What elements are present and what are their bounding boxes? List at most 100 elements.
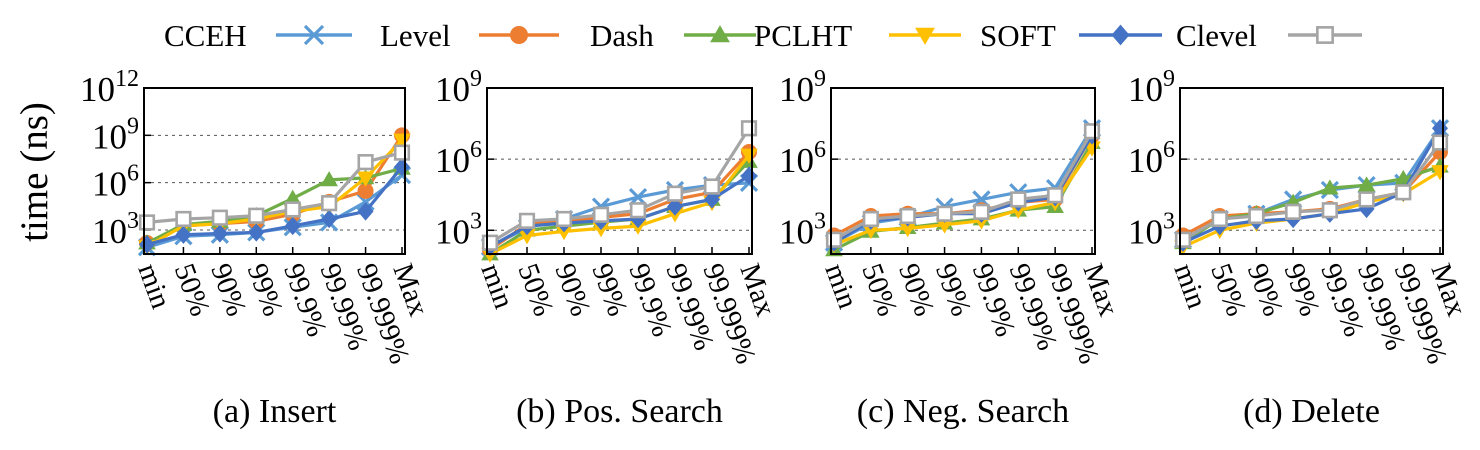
y-tick-label-base: 10 [92,212,127,251]
y-tick-label-0: 103 [92,208,139,251]
point-dash-99-99 [1357,176,1376,192]
point-level-99-999 [357,182,374,199]
point-clevel-99-999 [1395,184,1412,201]
point-clevel-max [1431,134,1449,151]
legend-label-clevel: Clevel [1176,18,1257,53]
plot-frame [486,87,753,255]
point-clevel-99-99 [1358,191,1375,208]
point-clevel-90 [211,209,228,226]
y-tick-label-base: 10 [435,70,470,109]
point-clevel-99-99 [321,195,338,212]
legend-label-pclht: PCLHT [754,18,852,53]
panels: 1031061091012min50%90%99%99.9%99.99%99.9… [80,66,1473,430]
y-axis-label: time (ns) [13,102,56,242]
point-clevel-min [138,214,156,231]
y-tick-label-2: 109 [779,66,826,109]
point-soft-99-999 [704,190,720,209]
y-tick-label-2: 109 [1128,66,1175,109]
y-tick-label-1: 106 [1128,137,1175,180]
legend-swatch-marker-level [510,26,528,44]
panel-title: (b) Pos. Search [516,393,723,430]
x-tick-label-min: min [1167,259,1213,313]
point-clevel-99-999 [1047,187,1064,204]
y-tick-label-base: 10 [779,70,814,109]
point-clevel-99-9 [1321,202,1338,219]
series-clevel [138,144,411,231]
y-tick-label-exponent: 3 [127,208,139,234]
panel-3: 103106109min50%90%99%99.9%99.99%99.999%M… [779,66,1125,430]
y-tick-label-base: 10 [1128,141,1163,180]
legend-swatch-marker-clevel [1316,26,1334,44]
point-clevel-90 [899,207,916,225]
point-pclht-max [393,133,411,149]
legend-swatch-marker-dash [710,25,730,43]
legend-label-level: Level [380,18,451,53]
point-pclht-99 [935,218,954,234]
point-clevel-99 [1285,203,1302,220]
y-tick-label-base: 10 [92,165,127,204]
y-tick-label-0: 103 [435,208,482,251]
point-clevel-90 [555,210,573,228]
y-tick-label-2: 109 [435,66,482,109]
point-dash-99-9 [1321,179,1339,195]
point-clevel-50 [518,212,536,229]
point-clevel-99-9 [629,202,647,219]
point-clevel-99 [248,207,265,224]
point-soft-min [139,235,155,254]
legend-swatch-pclht [889,27,961,45]
y-tick-label-exponent: 6 [127,161,139,187]
plot-frame [830,87,1096,255]
y-tick-label-1: 106 [779,137,826,180]
legend-label-dash: Dash [590,18,654,53]
y-tick-label-0: 103 [779,208,826,251]
y-tick-label-exponent: 3 [1163,208,1175,234]
point-clevel-99-9 [973,203,990,220]
point-dash-99-999 [1394,169,1413,186]
legend: CCEH Level Dash PCLHT SOFT Clevel [164,18,1362,53]
point-pclht-max [1431,165,1449,181]
panel-title: (c) Neg. Search [857,393,1069,430]
series-dash [1174,157,1449,250]
legend-swatch-marker-cceh-stroke-b [303,24,325,46]
legend-swatch-cceh [276,24,352,46]
point-clevel-50 [175,210,192,228]
y-tick-label-exponent: 3 [814,208,826,234]
y-tick-label-base: 10 [779,212,814,251]
point-dash-99-9 [283,189,302,205]
series-clevel [825,123,1101,248]
panel-2: 103106109min50%90%99%99.9%99.99%99.999%M… [435,66,782,430]
series-line-pclht [489,154,751,256]
point-pclht-90 [555,224,573,241]
y-tick-label-1: 106 [435,137,482,180]
point-clevel-max [1083,123,1101,140]
point-pclht-99-999 [356,171,375,187]
y-tick-label-exponent: 9 [1163,66,1175,92]
legend-label-soft: SOFT [980,18,1056,53]
legend-swatch-clevel [1288,26,1362,44]
point-soft-50 [175,225,192,244]
y-tick-label-exponent: 6 [470,137,482,163]
point-clevel-max [393,144,411,161]
point-clevel-50 [1211,210,1228,228]
series-line-pclht [833,146,1094,247]
point-clevel-99 [936,205,953,222]
x-tick-label-min: min [818,259,864,313]
point-clevel-90 [1248,207,1265,225]
point-clevel-min [481,234,499,251]
y-tick-label-base: 10 [779,141,814,180]
y-tick-label-base: 10 [435,141,470,180]
legend-swatch-dash [684,25,756,43]
legend-swatch-level [479,26,559,44]
plot-frame [1179,87,1444,255]
y-tick-label-exponent: 9 [127,113,139,139]
y-tick-label-exponent: 6 [814,137,826,163]
y-tick-label-base: 10 [435,212,470,251]
point-soft-90 [211,224,228,243]
point-clevel-50 [862,210,879,228]
y-tick-label-base: 10 [1128,212,1163,251]
y-axis-label-group: time (ns) [13,102,56,242]
legend-label-cceh: CCEH [164,18,247,53]
point-clevel-min [825,231,843,248]
point-soft-99-99 [321,209,338,229]
